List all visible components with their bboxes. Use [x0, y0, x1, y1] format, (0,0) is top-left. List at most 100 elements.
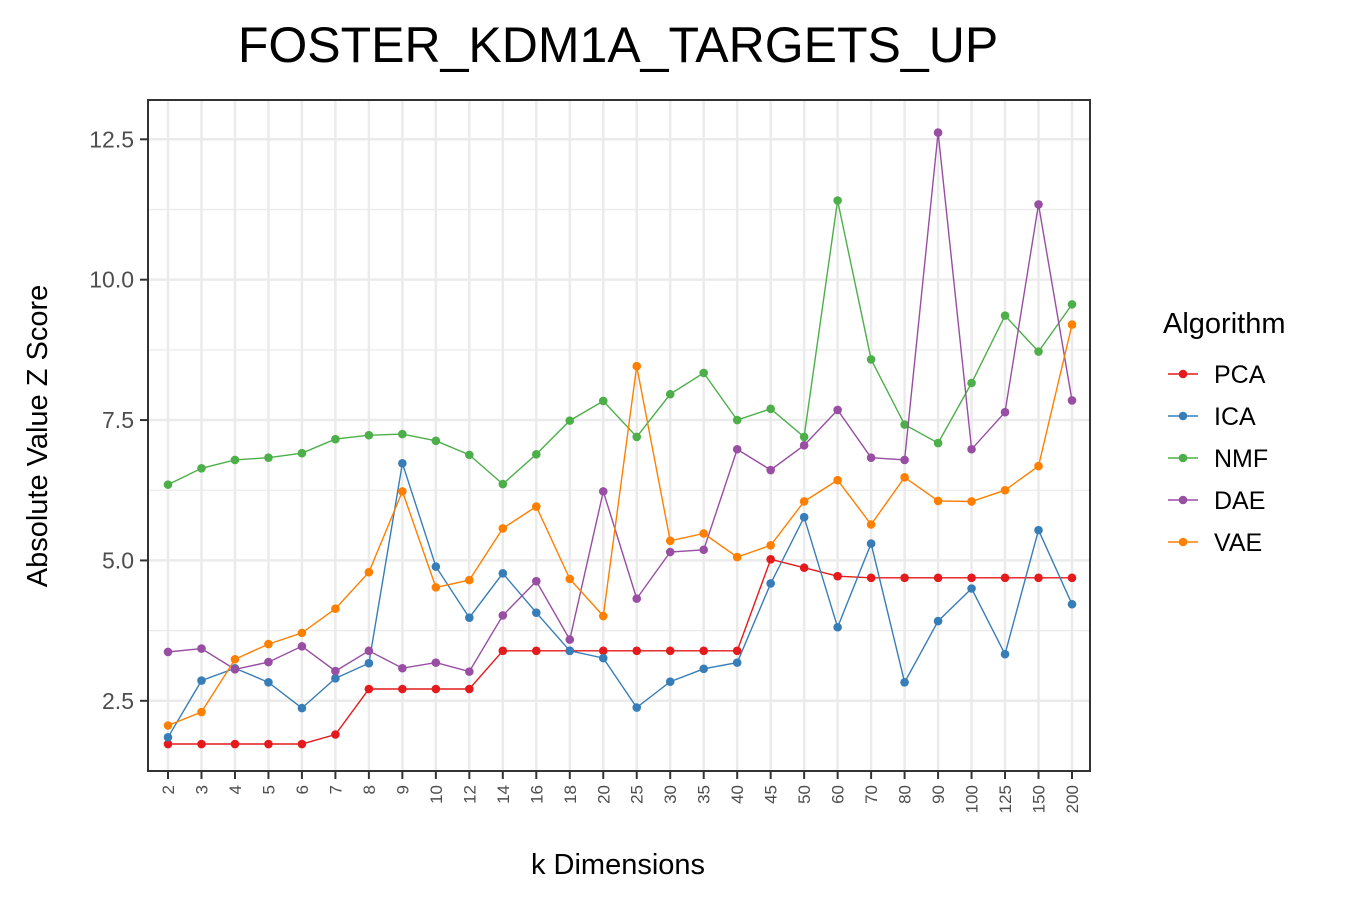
- x-tick-label: 200: [1063, 785, 1082, 813]
- data-point: [733, 553, 742, 562]
- data-point: [1034, 347, 1043, 356]
- x-tick-label: 50: [795, 785, 814, 804]
- data-point: [800, 441, 809, 450]
- data-point: [867, 355, 876, 364]
- y-tick-label: 5.0: [102, 547, 134, 573]
- data-point: [298, 449, 307, 458]
- data-point: [1034, 200, 1043, 209]
- data-point: [967, 584, 976, 593]
- x-tick-label: 90: [929, 785, 948, 804]
- data-point: [465, 667, 474, 676]
- data-point: [967, 574, 976, 583]
- data-point: [532, 502, 541, 511]
- data-point: [298, 629, 307, 638]
- data-point: [365, 685, 374, 694]
- data-point: [432, 685, 441, 694]
- data-point: [1001, 650, 1010, 659]
- data-point: [365, 431, 374, 440]
- x-tick-label: 14: [494, 785, 513, 804]
- x-tick-label: 2: [159, 785, 178, 794]
- data-point: [398, 664, 407, 673]
- data-point: [365, 647, 374, 656]
- x-tick-label: 40: [728, 785, 747, 804]
- data-point: [197, 740, 206, 749]
- data-point: [934, 617, 943, 626]
- data-point: [699, 665, 708, 674]
- data-point: [398, 487, 407, 496]
- legend-label: NMF: [1214, 445, 1268, 473]
- data-point: [632, 647, 641, 656]
- data-point: [432, 562, 441, 571]
- x-tick-label: 5: [259, 785, 278, 794]
- x-tick-label: 9: [393, 785, 412, 794]
- data-point: [532, 608, 541, 617]
- data-point: [800, 563, 809, 572]
- data-point: [1068, 300, 1077, 309]
- data-point: [432, 437, 441, 446]
- data-point: [967, 497, 976, 506]
- x-tick-label: 10: [427, 785, 446, 804]
- x-axis-label: k Dimensions: [531, 849, 705, 881]
- data-point: [699, 529, 708, 538]
- data-point: [766, 405, 775, 414]
- data-point: [934, 497, 943, 506]
- chart-title: FOSTER_KDM1A_TARGETS_UP: [238, 17, 998, 73]
- x-tick-label: 150: [1030, 785, 1049, 813]
- data-point: [1068, 396, 1077, 405]
- data-point: [499, 647, 508, 656]
- legend-key-point: [1179, 538, 1188, 547]
- data-point: [666, 548, 675, 557]
- data-point: [432, 658, 441, 667]
- data-point: [197, 464, 206, 473]
- data-point: [766, 541, 775, 550]
- data-point: [766, 555, 775, 564]
- x-tick-label: 7: [326, 785, 345, 794]
- data-point: [599, 612, 608, 621]
- data-point: [532, 647, 541, 656]
- data-point: [164, 721, 173, 730]
- data-point: [465, 685, 474, 694]
- data-point: [766, 579, 775, 588]
- data-point: [197, 644, 206, 653]
- x-tick-label: 6: [293, 785, 312, 794]
- legend-title: Algorithm: [1163, 308, 1286, 340]
- legend-key-point: [1179, 412, 1188, 421]
- data-point: [264, 453, 273, 462]
- data-point: [298, 704, 307, 713]
- data-point: [632, 362, 641, 371]
- legend-label: ICA: [1214, 403, 1256, 431]
- data-point: [1068, 320, 1077, 329]
- data-point: [833, 623, 842, 632]
- x-tick-label: 70: [862, 785, 881, 804]
- data-point: [699, 545, 708, 554]
- data-point: [532, 450, 541, 459]
- data-point: [398, 459, 407, 468]
- data-point: [499, 611, 508, 620]
- data-point: [867, 574, 876, 583]
- y-tick-label: 7.5: [102, 407, 134, 433]
- data-point: [934, 574, 943, 583]
- data-point: [867, 539, 876, 548]
- x-tick-label: 4: [226, 785, 245, 794]
- data-point: [632, 703, 641, 712]
- legend-key-point: [1179, 370, 1188, 379]
- data-point: [164, 480, 173, 489]
- x-tick-label: 12: [460, 785, 479, 804]
- data-point: [666, 677, 675, 686]
- data-point: [800, 497, 809, 506]
- data-point: [1001, 486, 1010, 495]
- data-point: [331, 730, 340, 739]
- x-tick-label: 125: [996, 785, 1015, 813]
- data-point: [499, 480, 508, 489]
- data-point: [565, 647, 574, 656]
- data-point: [733, 416, 742, 425]
- data-point: [264, 740, 273, 749]
- data-point: [465, 613, 474, 622]
- data-point: [599, 487, 608, 496]
- data-point: [164, 733, 173, 742]
- data-point: [967, 445, 976, 454]
- data-point: [900, 473, 909, 482]
- data-point: [565, 416, 574, 425]
- data-point: [264, 658, 273, 667]
- data-point: [499, 569, 508, 578]
